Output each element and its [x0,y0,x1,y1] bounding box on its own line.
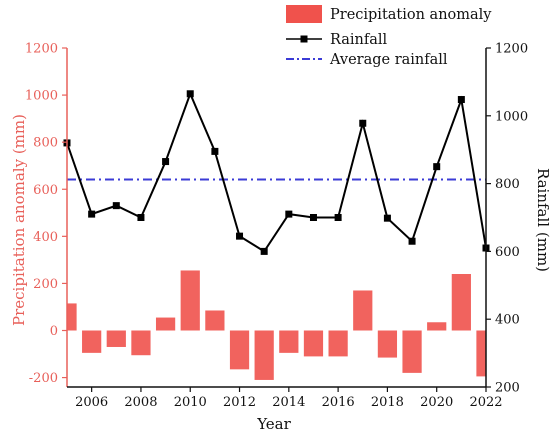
left-tick-label--200: -200 [29,371,58,386]
left-tick-label-200: 200 [33,277,58,292]
left-tick-label-1000: 1000 [25,89,58,104]
right-tick-label-800: 800 [495,177,520,192]
left-tick-label-0: 0 [50,324,58,339]
x-tick-label-2022: 2022 [469,395,502,410]
x-tick-label-2008: 2008 [124,395,157,410]
anomaly-bar-2021 [451,274,471,331]
legend: Precipitation anomaly Rainfall Average r… [286,5,492,68]
right-axis-title: Rainfall (mm) [534,168,550,272]
anomaly-bar-2016 [328,330,348,357]
rainfall-line-series [63,90,490,255]
rainfall-point-2007 [112,202,120,210]
x-tick-label-2020: 2020 [420,395,453,410]
axes [62,47,491,392]
legend-label-rainfall: Rainfall [330,32,388,48]
x-tick-label-2018: 2018 [371,395,404,410]
anomaly-bar-2019 [402,330,422,373]
anomaly-bar-2013 [254,330,274,380]
right-tick-label-1000: 1000 [495,109,528,124]
x-tick-label-2010: 2010 [174,395,207,410]
anomaly-bar-2006 [82,330,102,353]
left-tick-label-600: 600 [33,183,58,198]
anomaly-bar-2009 [155,317,176,331]
right-tick-label-1200: 1200 [495,42,528,57]
x-axis-title: Year [256,415,291,433]
rainfall-point-2012 [236,232,244,240]
left-tick-label-800: 800 [33,136,58,151]
rainfall-point-2011 [211,147,219,155]
right-tick-label-200: 200 [495,381,520,396]
legend-label-anomaly: Precipitation anomaly [330,7,492,23]
x-tick-label-2014: 2014 [272,395,305,410]
anomaly-bars [67,270,486,380]
x-tick-label-2016: 2016 [322,395,355,410]
rainfall-point-2006 [88,210,96,218]
rainfall-point-2020 [433,163,441,171]
left-tick-label-400: 400 [33,230,58,245]
x-tick-label-2006: 2006 [75,395,108,410]
right-tick-label-400: 400 [495,313,520,328]
anomaly-bar-2010 [180,270,200,331]
anomaly-bar-2012 [229,330,250,370]
rainfall-line [66,91,487,253]
rainfall-point-2021 [457,96,465,104]
legend-label-average: Average rainfall [329,52,448,68]
right-tick-label-600: 600 [495,245,520,260]
legend-swatch-anomaly [286,5,322,23]
rainfall-point-2016 [334,214,342,221]
rainfall-point-2013 [260,247,268,255]
tick-labels: -200 0 200 400 600 800 1000 1200 200 400 600 800 100… [25,42,528,411]
anomaly-bar-2008 [131,330,151,356]
rainfall-point-2009 [162,158,170,166]
left-axis-title: Precipitation anomaly (mm) [10,114,28,326]
rainfall-point-2015 [309,214,317,221]
anomaly-bar-2005 [67,303,77,331]
anomaly-bar-2014 [279,330,299,353]
rainfall-point-2014 [285,210,293,218]
rainfall-point-2019 [408,237,416,245]
legend-swatch-rainfall-marker [300,35,308,43]
rainfall-point-2010 [186,90,194,98]
rainfall-point-2008 [137,214,145,221]
x-tick-label-2012: 2012 [223,395,256,410]
anomaly-bar-2015 [303,330,324,357]
anomaly-bar-2017 [353,290,373,331]
rainfall-point-2017 [359,119,367,127]
rainfall-point-2018 [383,214,391,222]
anomaly-bar-2020 [427,322,447,331]
anomaly-bar-2011 [205,310,225,331]
anomaly-bar-2018 [377,330,398,358]
anomaly-bar-2007 [106,330,126,347]
anomaly-bar-2022 [476,330,486,377]
left-tick-label-1200: 1200 [25,42,58,57]
